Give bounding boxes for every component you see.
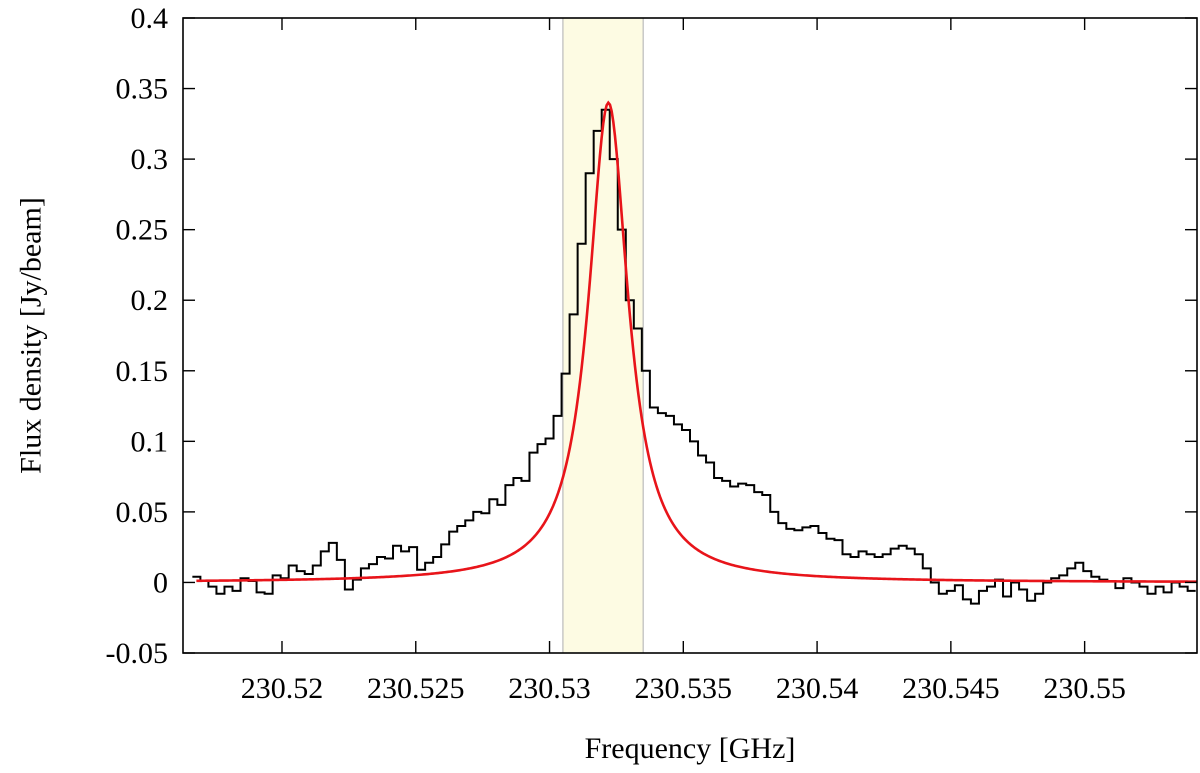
y-tick-label: 0.05 (116, 496, 169, 529)
x-tick-label: 230.535 (635, 672, 733, 705)
lorentzian-fit-curve (196, 100, 1197, 583)
x-tick-label: 230.545 (902, 672, 1000, 705)
x-axis-label: Frequency [GHz] (585, 732, 796, 765)
y-tick-label: 0.2 (131, 284, 169, 317)
y-tick-label: 0.4 (131, 2, 169, 35)
y-tick-label: 0 (153, 566, 168, 599)
x-tick-label: 230.54 (776, 672, 859, 705)
y-tick-label: 0.1 (131, 425, 169, 458)
y-tick-label: 0.15 (116, 355, 169, 388)
x-tick-label: 230.525 (367, 672, 465, 705)
observed-spectrum-steps (192, 108, 1196, 605)
x-tick-label: 230.55 (1043, 672, 1126, 705)
y-tick-label: 0.35 (116, 73, 169, 106)
x-tick-label: 230.53 (508, 672, 591, 705)
tick-layer: 230.52 230.525 230.53 230.535 230.54 230.545 2… (106, 2, 1197, 705)
plot-frame (182, 17, 1198, 654)
series-layer (192, 100, 1197, 605)
y-tick-label: 0.25 (116, 214, 169, 247)
y-tick-label: -0.05 (106, 637, 169, 670)
y-tick-label: 0.3 (131, 143, 169, 176)
y-axis-label: Flux density [Jy/beam] (15, 197, 48, 474)
x-tick-label: 230.52 (241, 672, 324, 705)
